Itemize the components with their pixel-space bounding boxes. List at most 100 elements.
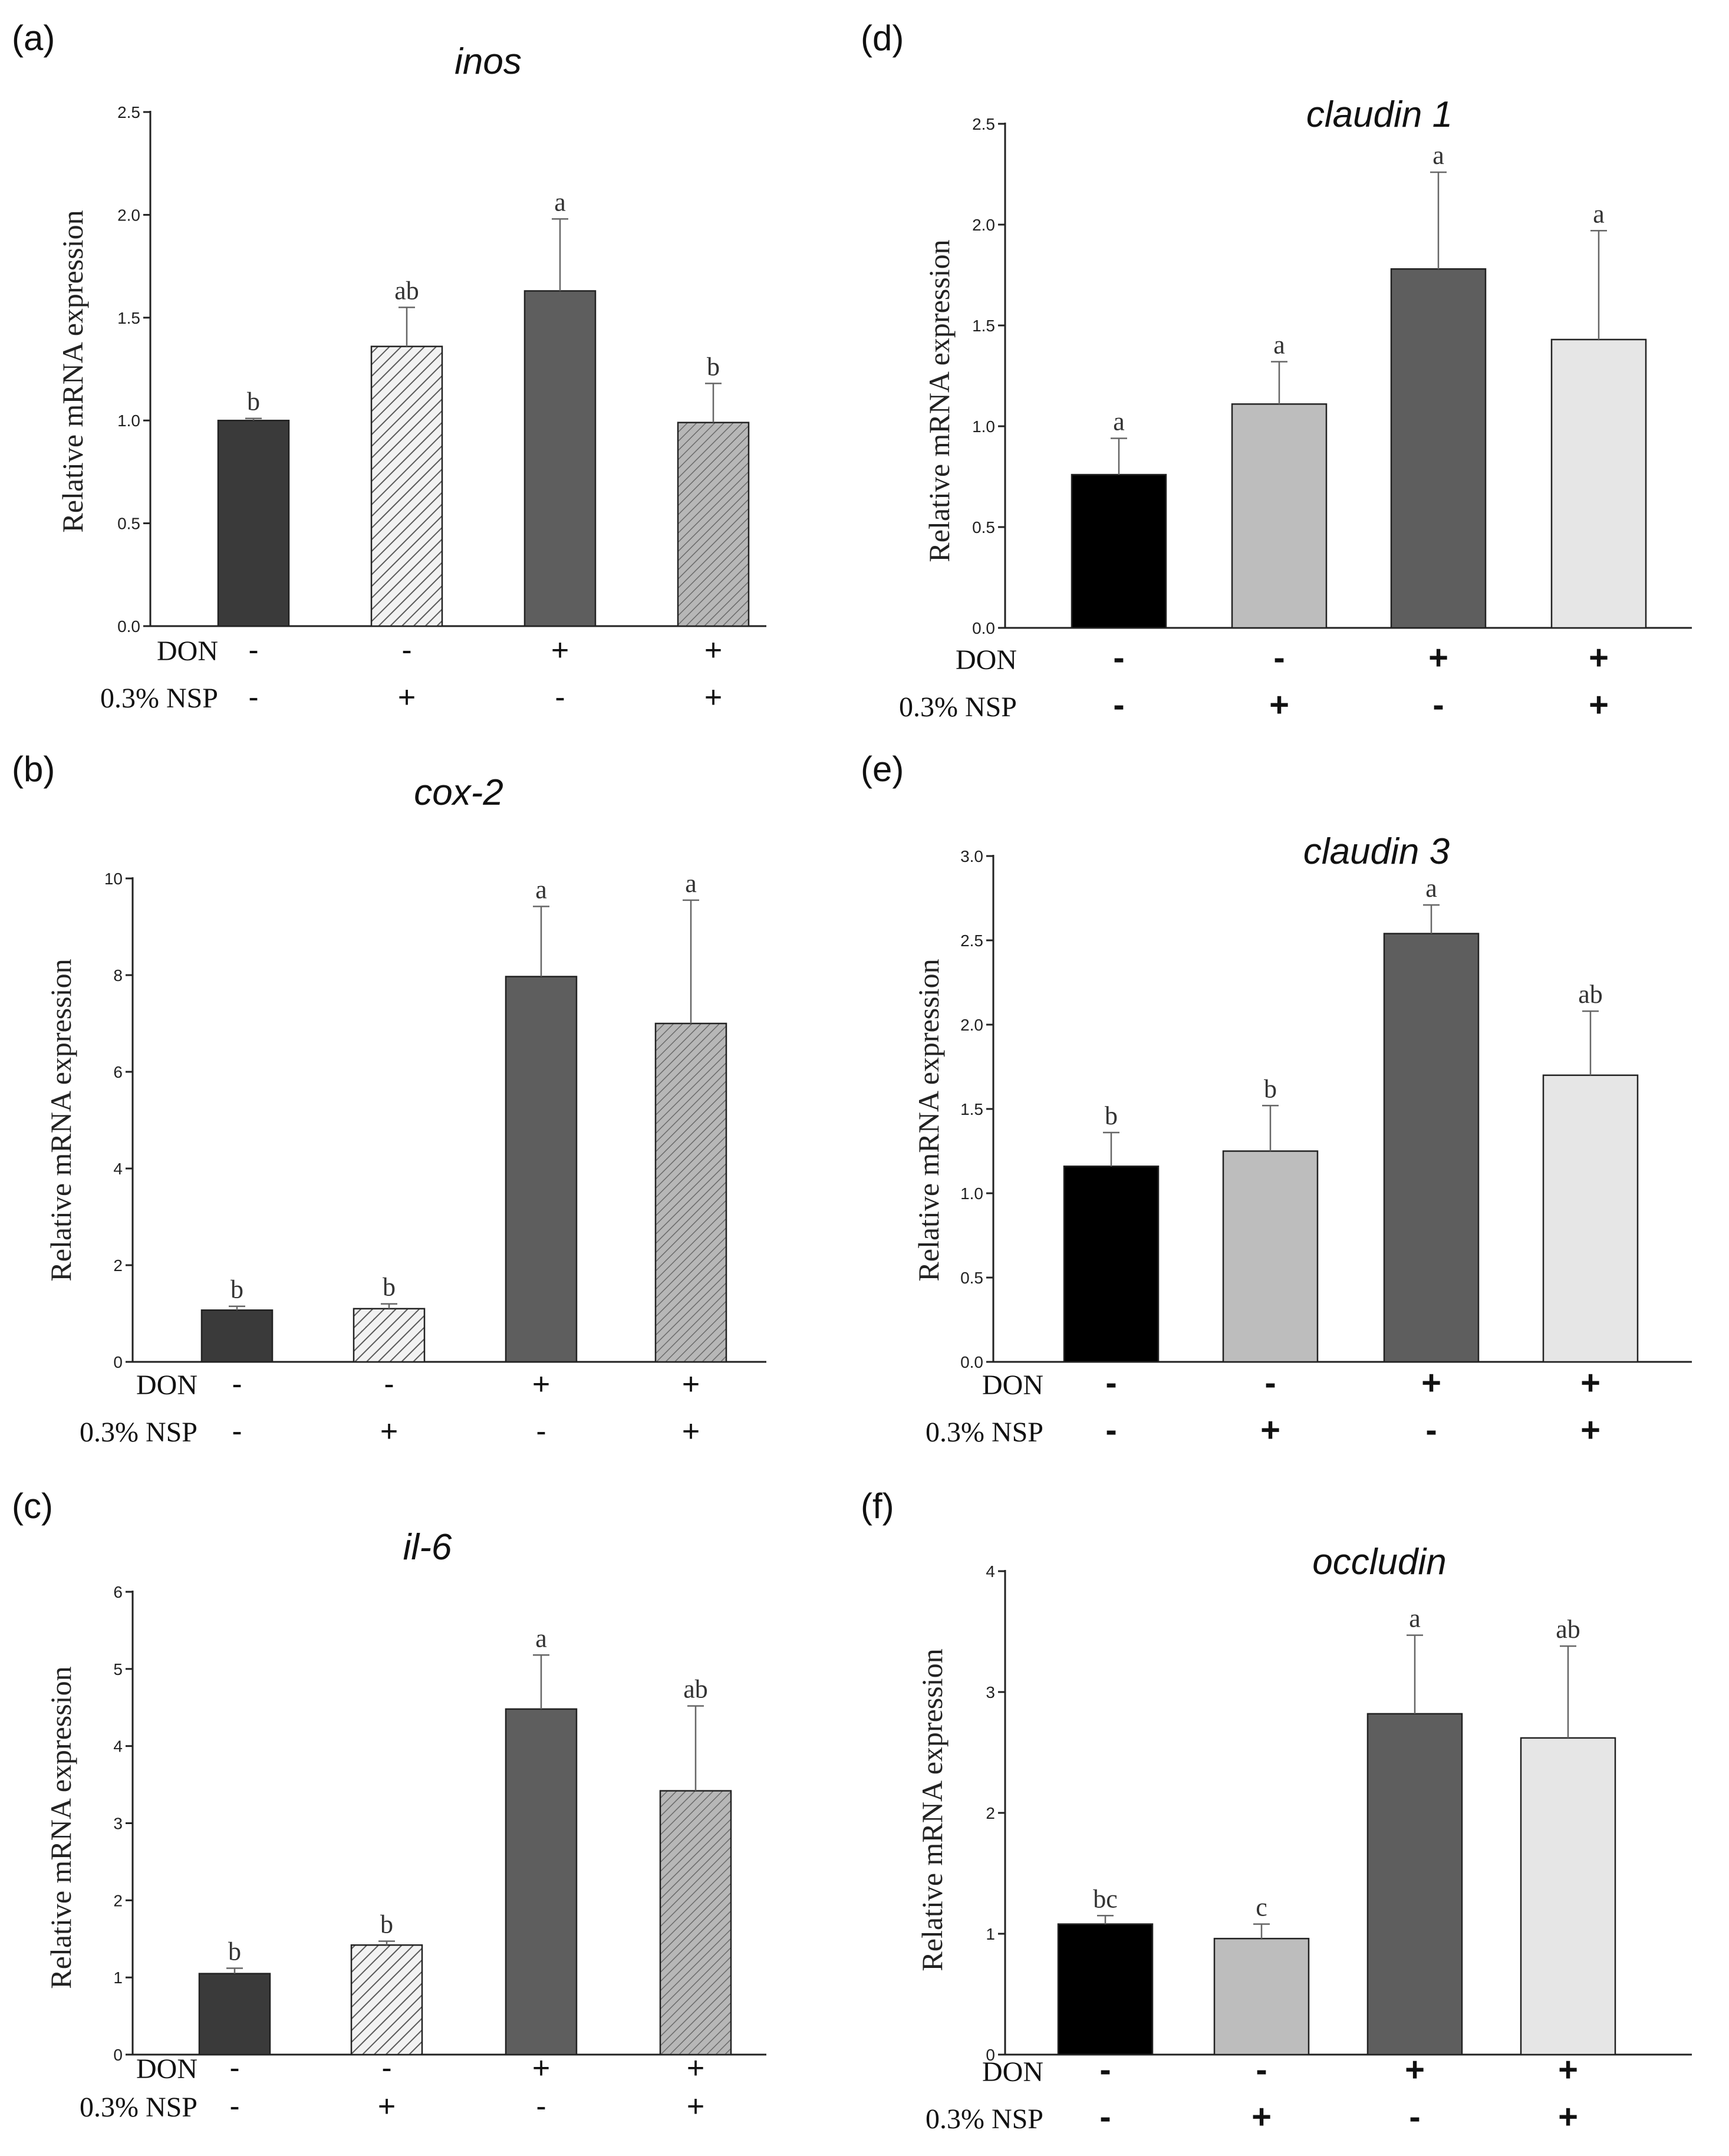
y-tick-label: 1.0: [972, 417, 995, 436]
condition-sign: -: [1432, 686, 1444, 724]
y-axis-label: Relative mRNA expression: [44, 1666, 77, 1989]
condition-sign: -: [1425, 1411, 1437, 1449]
condition-sign: +: [704, 680, 722, 715]
condition-sign: -: [229, 2051, 239, 2085]
y-tick-label: 6: [113, 1063, 123, 1081]
y-tick-label: 0.5: [960, 1269, 983, 1287]
condition-sign: +: [1428, 638, 1448, 677]
condition-sign: -: [536, 1414, 546, 1449]
y-tick-label: 1: [986, 1925, 995, 1943]
condition-sign: -: [1099, 2098, 1111, 2136]
condition-label: DON: [157, 636, 218, 667]
significance-letter: a: [1432, 141, 1444, 170]
y-tick-label: 4: [113, 1160, 123, 1178]
y-tick-label: 2: [113, 1891, 123, 1910]
significance-letter: a: [1409, 1604, 1421, 1633]
y-tick-label: 4: [986, 1562, 995, 1581]
condition-sign: -: [248, 680, 258, 715]
y-tick-label: 0: [113, 2046, 123, 2064]
bar: [1550, 338, 1647, 629]
chart-panel-5: (f) occludin Relative mRNA expression 0 1 2 3 4…: [861, 1486, 1692, 2136]
significance-letter: a: [535, 875, 547, 904]
y-tick-label: 3: [986, 1683, 995, 1701]
y-tick-label: 0: [986, 2046, 995, 2064]
bar: [654, 1022, 727, 1363]
y-tick-label: 4: [113, 1737, 123, 1756]
condition-sign: -: [1264, 1364, 1276, 1402]
condition-sign: -: [248, 633, 258, 667]
bar: [353, 1308, 426, 1363]
bar: [370, 345, 443, 627]
panel-label: (b): [12, 749, 55, 789]
panel-label: (a): [12, 18, 55, 58]
condition-label: DON: [982, 1370, 1043, 1401]
y-axis-label: Relative mRNA expression: [915, 1648, 949, 1971]
condition-label: DON: [956, 644, 1017, 676]
chart-title: il-6: [403, 1527, 452, 1568]
condition-label: 0.3% NSP: [100, 683, 218, 714]
condition-sign: +: [1589, 638, 1609, 677]
bar: [217, 419, 290, 627]
condition-sign: +: [1269, 686, 1289, 724]
bar: [350, 1944, 423, 2056]
significance-letter: b: [707, 352, 720, 381]
y-tick-label: 2.0: [972, 216, 995, 234]
condition-sign: +: [687, 2089, 704, 2124]
y-tick-label: 2.0: [117, 206, 140, 224]
panel-label: (d): [861, 18, 904, 58]
condition-sign: +: [380, 1414, 398, 1449]
y-tick-label: 3: [113, 1815, 123, 1833]
bar: [659, 1790, 732, 2056]
significance-letter: ab: [1578, 980, 1603, 1009]
condition-label: 0.3% NSP: [926, 1417, 1043, 1448]
bar: [1390, 268, 1487, 629]
y-tick-label: 2: [113, 1256, 123, 1275]
significance-letter: c: [1256, 1893, 1267, 1922]
y-axis-label: Relative mRNA expression: [912, 959, 945, 1281]
y-tick-label: 2.0: [960, 1016, 983, 1034]
bar: [200, 1309, 274, 1363]
y-tick-label: 6: [113, 1583, 123, 1601]
y-tick-label: 2.5: [117, 103, 140, 121]
bar: [523, 290, 597, 627]
bar: [677, 422, 750, 627]
condition-sign: -: [1273, 638, 1285, 677]
condition-sign: +: [687, 2051, 704, 2085]
significance-letter: a: [1425, 874, 1437, 903]
condition-sign: +: [1421, 1364, 1441, 1402]
condition-sign: +: [704, 633, 722, 667]
condition-sign: -: [232, 1414, 242, 1449]
significance-letter: bc: [1093, 1884, 1118, 1913]
chart-title: claudin 3: [1303, 831, 1450, 872]
significance-letter: b: [380, 1910, 393, 1939]
condition-label: DON: [136, 2053, 197, 2085]
bar: [1222, 1150, 1319, 1363]
condition-sign: +: [551, 633, 569, 667]
significance-letter: b: [1264, 1074, 1277, 1103]
y-tick-label: 8: [113, 966, 123, 985]
y-tick-label: 1.0: [960, 1184, 983, 1203]
y-tick-label: 0.0: [960, 1353, 983, 1371]
y-tick-label: 3.0: [960, 847, 983, 865]
bar: [1057, 1923, 1154, 2056]
condition-sign: +: [1558, 2098, 1578, 2136]
bar: [1071, 473, 1167, 629]
bar: [198, 1973, 271, 2056]
y-tick-label: 1.5: [972, 317, 995, 335]
condition-label: DON: [982, 2056, 1043, 2088]
condition-label: DON: [136, 1370, 197, 1401]
condition-sign: -: [536, 2089, 546, 2124]
y-axis-label: Relative mRNA expression: [44, 959, 77, 1281]
significance-letter: b: [383, 1273, 396, 1302]
condition-label: 0.3% NSP: [899, 692, 1017, 723]
condition-label: 0.3% NSP: [80, 1417, 197, 1448]
y-tick-label: 1: [113, 1969, 123, 1987]
y-tick-label: 0.0: [972, 619, 995, 637]
significance-letter: a: [1113, 407, 1125, 436]
chart-title: cox-2: [414, 772, 503, 813]
condition-sign: +: [682, 1367, 700, 1401]
panel-label: (e): [861, 749, 904, 789]
bar: [1520, 1737, 1616, 2056]
significance-letter: ab: [1556, 1615, 1580, 1644]
